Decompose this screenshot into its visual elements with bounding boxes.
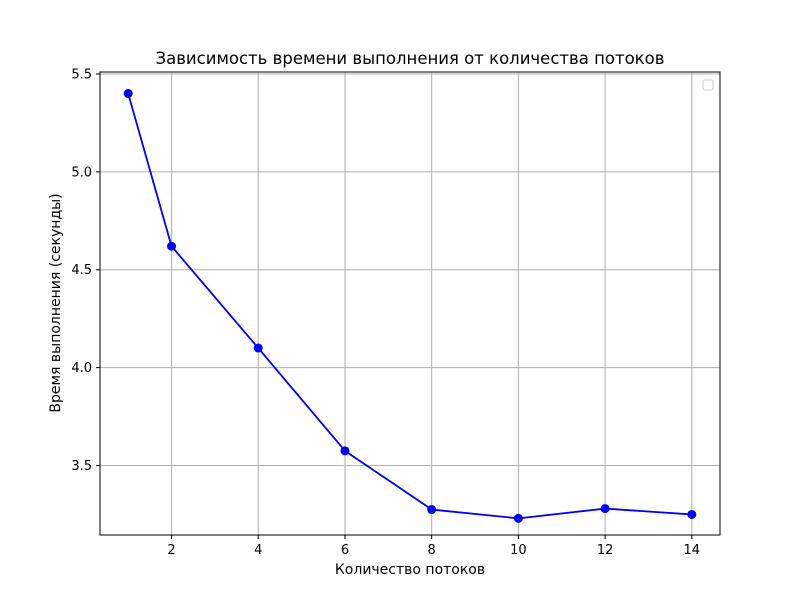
ticks: 2 4 6 8 10 12 14 3.5 4.0 4.5 5.0 5.5 — [71, 67, 700, 558]
y-axis-label: Время выполнения (секунды) — [48, 193, 64, 412]
data-point — [167, 241, 177, 251]
data-point — [427, 505, 437, 515]
plot-frame — [99, 71, 721, 536]
data-point — [123, 89, 133, 99]
data-point — [253, 343, 263, 353]
x-tick-label: 10 — [510, 543, 527, 558]
data-point — [687, 509, 697, 519]
series-layer — [123, 89, 697, 523]
x-tick-label: 14 — [684, 543, 701, 558]
x-tick-label: 6 — [341, 543, 349, 558]
y-tick-label: 5.5 — [71, 67, 92, 82]
x-tick-label: 4 — [254, 543, 262, 558]
x-tick-label: 2 — [167, 543, 175, 558]
grid — [100, 72, 720, 535]
data-point — [340, 446, 350, 456]
series-line — [127, 93, 692, 520]
chart-title: Зависимость времени выполнения от количе… — [156, 49, 665, 68]
legend-box — [702, 79, 714, 91]
data-point — [513, 513, 523, 523]
data-point — [600, 504, 610, 514]
y-tick-label: 4.5 — [71, 263, 92, 278]
x-axis-label: Количество потоков — [335, 562, 485, 578]
y-tick-label: 4.0 — [71, 361, 92, 376]
y-tick-label: 5.0 — [71, 165, 92, 180]
x-tick-label: 8 — [428, 543, 436, 558]
x-tick-label: 12 — [597, 543, 614, 558]
y-tick-label: 3.5 — [71, 459, 92, 474]
